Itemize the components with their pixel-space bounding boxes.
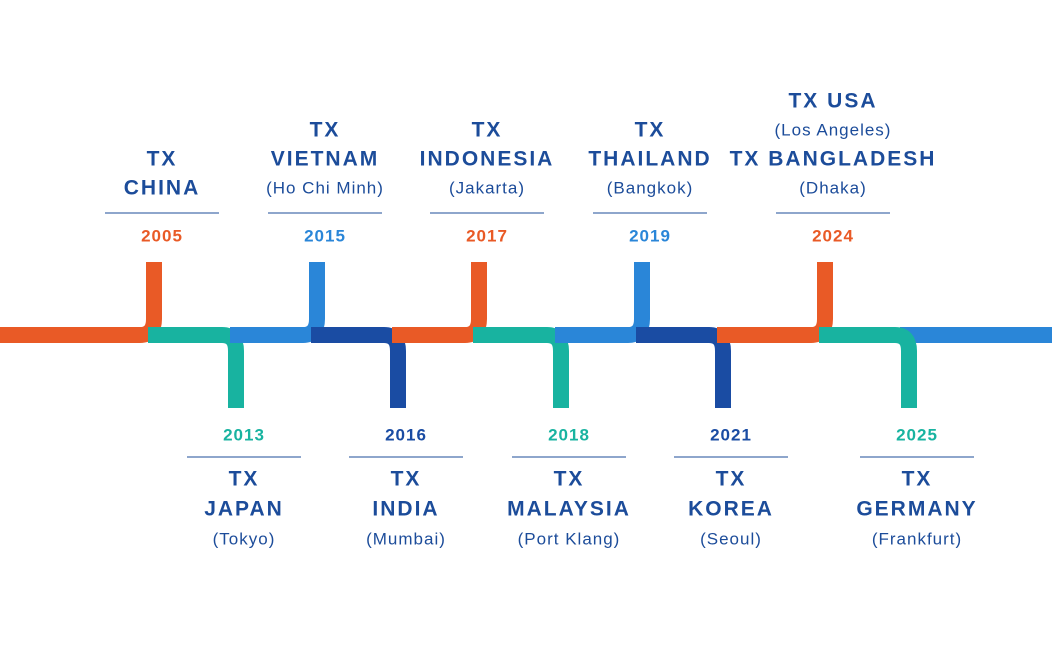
- milestone: 2017 TX INDONESIA (Jakarta): [420, 119, 555, 246]
- label-line: TX: [716, 468, 747, 491]
- track-segment: [819, 327, 917, 408]
- label-line: JAPAN: [204, 498, 284, 521]
- year: 2017: [466, 226, 508, 245]
- year: 2018: [548, 425, 590, 444]
- milestone: 2019 TX THAILAND (Bangkok): [588, 119, 711, 246]
- label-line: (Mumbai): [366, 529, 446, 548]
- track-end: [900, 327, 1052, 343]
- label-line: TX USA: [788, 90, 877, 113]
- label-line: TX: [391, 468, 422, 491]
- label-line: TX: [229, 468, 260, 491]
- track-segment: [717, 262, 833, 343]
- label-line: TX BANGLADESH: [730, 148, 937, 171]
- year: 2016: [385, 425, 427, 444]
- label-line: (Los Angeles): [775, 120, 892, 139]
- label-line: TX: [902, 468, 933, 491]
- label-line: MALAYSIA: [507, 498, 631, 521]
- label-line: (Frankfurt): [872, 529, 962, 548]
- year: 2024: [812, 226, 854, 245]
- milestone: 2013 TX JAPAN (Tokyo): [187, 425, 301, 548]
- track-segment: [311, 327, 406, 408]
- milestone: 2015 TX VIETNAM (Ho Chi Minh): [266, 119, 384, 246]
- milestone: 2021 TX KOREA (Seoul): [674, 425, 788, 548]
- milestone: 2005 TX CHINA: [105, 148, 219, 245]
- label-line: (Seoul): [700, 529, 762, 548]
- track-segment: [392, 262, 487, 343]
- track: [0, 262, 1052, 408]
- year: 2015: [304, 226, 346, 245]
- milestone: 2018 TX MALAYSIA (Port Klang): [507, 425, 631, 548]
- labels: 2005 TX CHINA 2013 TX JAPAN (Tokyo) 2015 TX VIETN…: [105, 90, 977, 548]
- label-line: (Tokyo): [213, 529, 276, 548]
- milestone: 2025 TX GERMANY (Frankfurt): [856, 425, 977, 548]
- label-line: INDONESIA: [420, 148, 555, 171]
- year: 2019: [629, 226, 671, 245]
- label-line: (Port Klang): [518, 529, 621, 548]
- milestone: 2024 TX USA (Los Angeles) TX BANGLADESH (Dha…: [730, 90, 937, 246]
- label-line: TX: [554, 468, 585, 491]
- label-line: KOREA: [688, 498, 774, 521]
- track-segment: [230, 262, 325, 343]
- label-line: (Ho Chi Minh): [266, 178, 384, 197]
- year: 2005: [141, 226, 183, 245]
- track-segment: [148, 327, 244, 408]
- label-line: INDIA: [372, 498, 439, 521]
- label-line: (Bangkok): [607, 178, 693, 197]
- track-segment: [636, 327, 731, 408]
- label-line: TX: [472, 119, 503, 142]
- label-line: TX: [635, 119, 666, 142]
- label-line: (Jakarta): [449, 178, 525, 197]
- year: 2013: [223, 425, 265, 444]
- milestone: 2016 TX INDIA (Mumbai): [349, 425, 463, 548]
- track-segment: [0, 262, 162, 343]
- label-line: TX: [147, 148, 178, 171]
- label-line: THAILAND: [588, 148, 711, 171]
- label-line: TX: [310, 119, 341, 142]
- label-line: CHINA: [124, 177, 201, 200]
- track-segment: [555, 262, 650, 343]
- label-line: (Dhaka): [799, 178, 866, 197]
- track-segment: [473, 327, 569, 408]
- label-line: GERMANY: [856, 498, 977, 521]
- year: 2025: [896, 425, 938, 444]
- label-line: VIETNAM: [271, 148, 380, 171]
- year: 2021: [710, 425, 752, 444]
